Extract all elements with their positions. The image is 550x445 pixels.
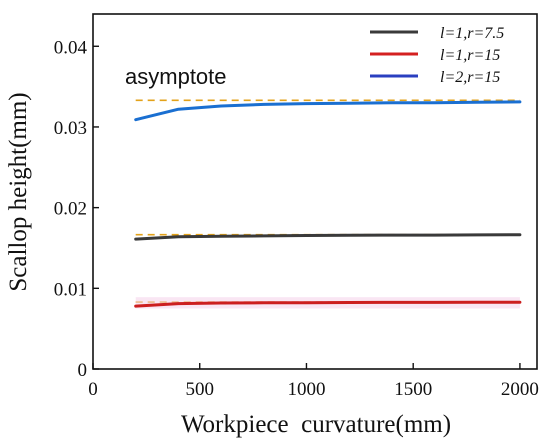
x-tick-label: 2000 <box>501 379 539 400</box>
asymptote-lines <box>135 99 520 309</box>
legend-label: l=1,r=7.5 <box>440 25 504 42</box>
legend-label: l=2,r=15 <box>440 69 500 86</box>
x-axis-title: Workpiece curvature(mm) <box>181 411 451 438</box>
plot-frame <box>92 13 538 370</box>
y-tick-label: 0.03 <box>54 118 87 139</box>
legend: l=1,r=7.5 l=1,r=15 l=2,r=15 <box>370 25 504 86</box>
series-line <box>134 100 522 122</box>
series-lines <box>134 100 522 308</box>
x-tick-label: 1000 <box>287 379 325 400</box>
y-tick-label: 0 <box>78 360 88 381</box>
annotation-label: asymptote <box>125 64 226 89</box>
axis-ticks: 0 500 1000 1500 2000 0 0.01 0.02 0.03 0.04 <box>54 37 539 400</box>
x-tick-label: 1500 <box>394 379 432 400</box>
x-tick-label: 0 <box>88 379 98 400</box>
y-tick-label: 0.01 <box>54 279 87 300</box>
annotations: asymptote <box>125 64 226 89</box>
legend-label: l=1,r=15 <box>440 47 500 64</box>
y-tick-label: 0.02 <box>54 199 87 220</box>
series-line <box>134 300 522 308</box>
y-tick-label: 0.04 <box>54 37 88 58</box>
y-axis-title: Scallop height(mm) <box>5 92 32 291</box>
series-line <box>134 233 522 241</box>
x-tick-label: 500 <box>185 379 214 400</box>
